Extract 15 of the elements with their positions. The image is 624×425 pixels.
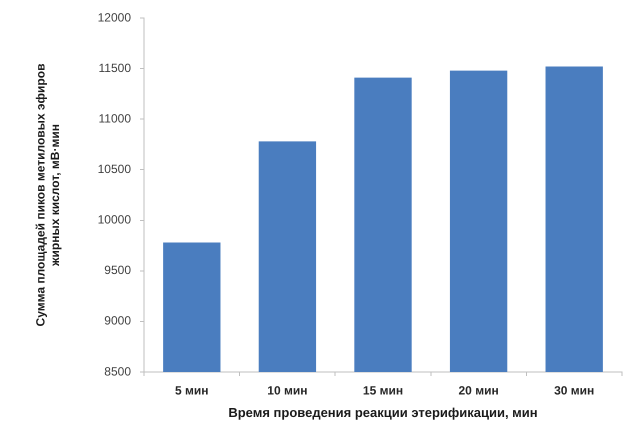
y-tick-label: 11500 xyxy=(98,60,132,75)
y-tick-label: 9000 xyxy=(104,314,132,328)
x-tick-label: 10 мин xyxy=(267,384,308,398)
y-tick-label: 11000 xyxy=(98,111,132,126)
x-tick-label: 20 мин xyxy=(458,384,499,398)
x-axis-title: Время проведения реакции этерификации, мин xyxy=(228,404,538,420)
y-tick-label: 8500 xyxy=(104,364,132,378)
y-tick-label: 10000 xyxy=(98,212,132,227)
x-tick-label: 30 мин xyxy=(554,384,594,398)
x-tick-label: 15 мин xyxy=(362,384,404,398)
y-tick-label: 12000 xyxy=(98,10,132,24)
x-tick-label: 5 мин xyxy=(175,384,209,398)
y-tick-label: 9500 xyxy=(104,263,132,278)
y-axis-title: Сумма площадей пиков метиловых эфиров жирных кислот, мВ·мин xyxy=(34,64,62,326)
y-tick-label: 10500 xyxy=(98,162,132,176)
